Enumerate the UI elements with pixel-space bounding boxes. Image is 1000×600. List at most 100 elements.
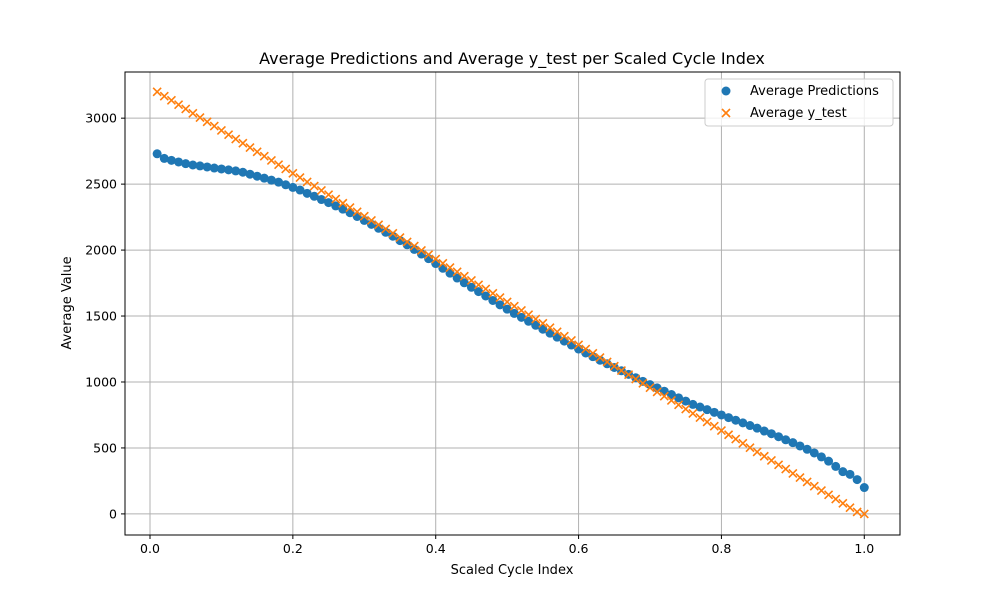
prediction-point — [759, 426, 769, 436]
x-tick-label: 0.4 — [426, 541, 446, 556]
y-test-point — [509, 301, 519, 311]
prediction-point — [845, 469, 855, 479]
y-test-point — [524, 310, 534, 320]
prediction-point — [159, 153, 169, 163]
chart-title: Average Predictions and Average y_test p… — [259, 49, 765, 69]
prediction-point — [388, 231, 398, 241]
y-test-point — [452, 267, 462, 277]
series-average-y-test — [152, 87, 869, 519]
y-test-point — [538, 318, 548, 328]
prediction-point — [295, 185, 305, 195]
prediction-point — [302, 188, 312, 198]
prediction-point — [516, 312, 526, 322]
y-test-point — [381, 224, 391, 234]
y-test-point — [831, 494, 841, 504]
prediction-point — [731, 415, 741, 425]
y-test-point — [688, 408, 698, 418]
y-test-point — [302, 177, 312, 187]
prediction-point — [724, 413, 734, 423]
prediction-point — [838, 467, 848, 477]
axis-ticks: 0.0 0.2 0.4 0.6 0.8 1.0 0 500 1000 1500 2000 2500 30… — [85, 111, 874, 556]
prediction-point — [588, 352, 598, 362]
y-test-point — [724, 430, 734, 440]
prediction-point — [488, 295, 498, 305]
y-test-point — [802, 477, 812, 487]
y-test-point — [838, 498, 848, 508]
prediction-point — [459, 278, 469, 288]
x-tick-label: 0.6 — [569, 541, 589, 556]
y-test-point — [574, 340, 584, 350]
prediction-point — [231, 166, 241, 176]
y-test-point — [652, 387, 662, 397]
prediction-point — [245, 169, 255, 179]
legend: Average Predictions Average y_test — [704, 78, 894, 127]
y-test-point — [595, 353, 605, 363]
y-test-point — [681, 404, 691, 414]
y-test-point — [738, 438, 748, 448]
prediction-point — [216, 164, 226, 174]
y-test-point — [859, 509, 869, 519]
prediction-point — [674, 393, 684, 403]
y-test-point — [209, 121, 219, 131]
y-tick-label: 1500 — [85, 309, 117, 324]
y-test-point — [159, 91, 169, 101]
y-test-point — [502, 297, 512, 307]
prediction-point — [681, 396, 691, 406]
y-test-point — [181, 104, 191, 114]
prediction-point — [638, 376, 648, 386]
y-test-point — [466, 275, 476, 285]
y-test-point — [809, 481, 819, 491]
legend-marker-predictions — [721, 86, 731, 96]
plot-area — [152, 87, 869, 519]
y-test-point — [516, 305, 526, 316]
prediction-point — [259, 173, 269, 183]
y-test-point — [416, 245, 426, 256]
y-test-point — [716, 425, 726, 436]
y-test-point — [395, 232, 405, 243]
y-test-point — [609, 361, 619, 371]
y-test-point — [152, 87, 162, 97]
x-axis-label: Scaled Cycle Index — [451, 563, 574, 578]
prediction-point — [466, 282, 476, 292]
prediction-point — [802, 444, 812, 454]
prediction-point — [859, 483, 869, 493]
prediction-point — [816, 452, 826, 462]
y-test-point — [759, 451, 769, 461]
y-test-point — [309, 181, 319, 191]
prediction-point — [531, 320, 541, 330]
y-test-point — [259, 151, 269, 161]
y-test-point — [288, 168, 298, 178]
y-test-point — [438, 258, 448, 268]
y-tick-label: 2500 — [85, 177, 117, 192]
y-test-point — [352, 207, 362, 217]
y-test-point — [295, 172, 305, 183]
y-test-point — [752, 447, 762, 457]
prediction-point — [809, 448, 819, 458]
prediction-point — [781, 435, 791, 445]
prediction-point — [609, 362, 619, 372]
prediction-point — [274, 177, 284, 187]
y-test-point — [631, 374, 641, 384]
prediction-point — [316, 195, 326, 205]
prediction-point — [288, 182, 298, 192]
legend-label-predictions: Average Predictions — [750, 84, 879, 99]
y-test-point — [795, 473, 805, 483]
y-test-point — [531, 314, 541, 324]
y-test-point — [231, 134, 241, 144]
prediction-point — [538, 324, 548, 334]
prediction-point — [716, 410, 726, 420]
y-test-point — [324, 190, 334, 200]
y-test-point — [216, 125, 226, 136]
y-test-point — [852, 507, 862, 517]
x-tick-label: 0.8 — [711, 541, 731, 556]
legend-box — [704, 78, 894, 127]
y-test-point — [195, 112, 205, 123]
prediction-point — [331, 201, 341, 211]
y-test-point — [431, 254, 441, 264]
prediction-point — [202, 162, 212, 172]
y-test-point — [481, 284, 491, 294]
prediction-point — [381, 227, 391, 237]
y-test-point — [252, 147, 262, 157]
prediction-point — [788, 438, 798, 448]
